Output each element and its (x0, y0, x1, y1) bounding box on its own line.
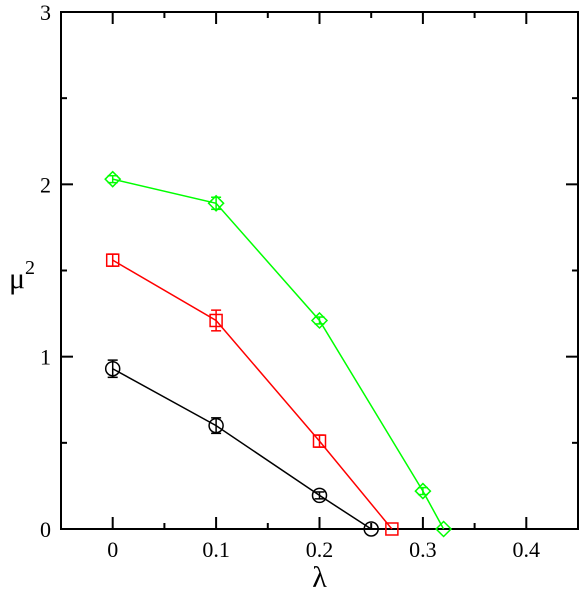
data-point-square (312, 434, 327, 448)
x-tick-label: 0.3 (409, 537, 437, 562)
data-point-square (209, 313, 223, 328)
series-line (112, 259, 393, 530)
y-axis-label-main: μ (9, 262, 25, 295)
x-tick-label: 0.4 (513, 537, 541, 562)
y-axis-label: μ2 (9, 257, 35, 295)
y-tick-label: 2 (40, 172, 51, 197)
y-tick-label: 0 (40, 517, 51, 542)
data-point-diamond (414, 482, 432, 500)
data-point-square (385, 522, 399, 536)
x-tick-label: 0 (107, 537, 118, 562)
series-layer (104, 170, 453, 538)
data-point-diamond (310, 311, 329, 330)
series-2 (104, 170, 453, 538)
data-point-diamond (435, 520, 453, 538)
x-tick-label: 0.2 (306, 537, 334, 562)
data-point-diamond (207, 194, 225, 212)
y-axis-label-superscript: 2 (25, 257, 35, 279)
series-1 (105, 253, 399, 536)
data-point-circle (363, 521, 379, 537)
x-tick-label: 0.1 (202, 537, 230, 562)
data-point-circle (311, 487, 328, 504)
data-point-square (105, 253, 120, 267)
data-point-circle (208, 417, 224, 434)
y-tick-label: 1 (40, 345, 51, 370)
series-line (112, 178, 445, 530)
plot-frame (60, 11, 579, 530)
data-point-diamond (104, 170, 122, 188)
x-axis-label: λ (312, 561, 327, 591)
series-line (112, 368, 372, 530)
y-tick-label: 3 (40, 0, 51, 25)
axes-layer: 0 0.1 0.2 0.3 0.4 0 1 2 3 (40, 0, 579, 562)
data-point-circle (104, 360, 121, 377)
series-0 (104, 359, 379, 537)
